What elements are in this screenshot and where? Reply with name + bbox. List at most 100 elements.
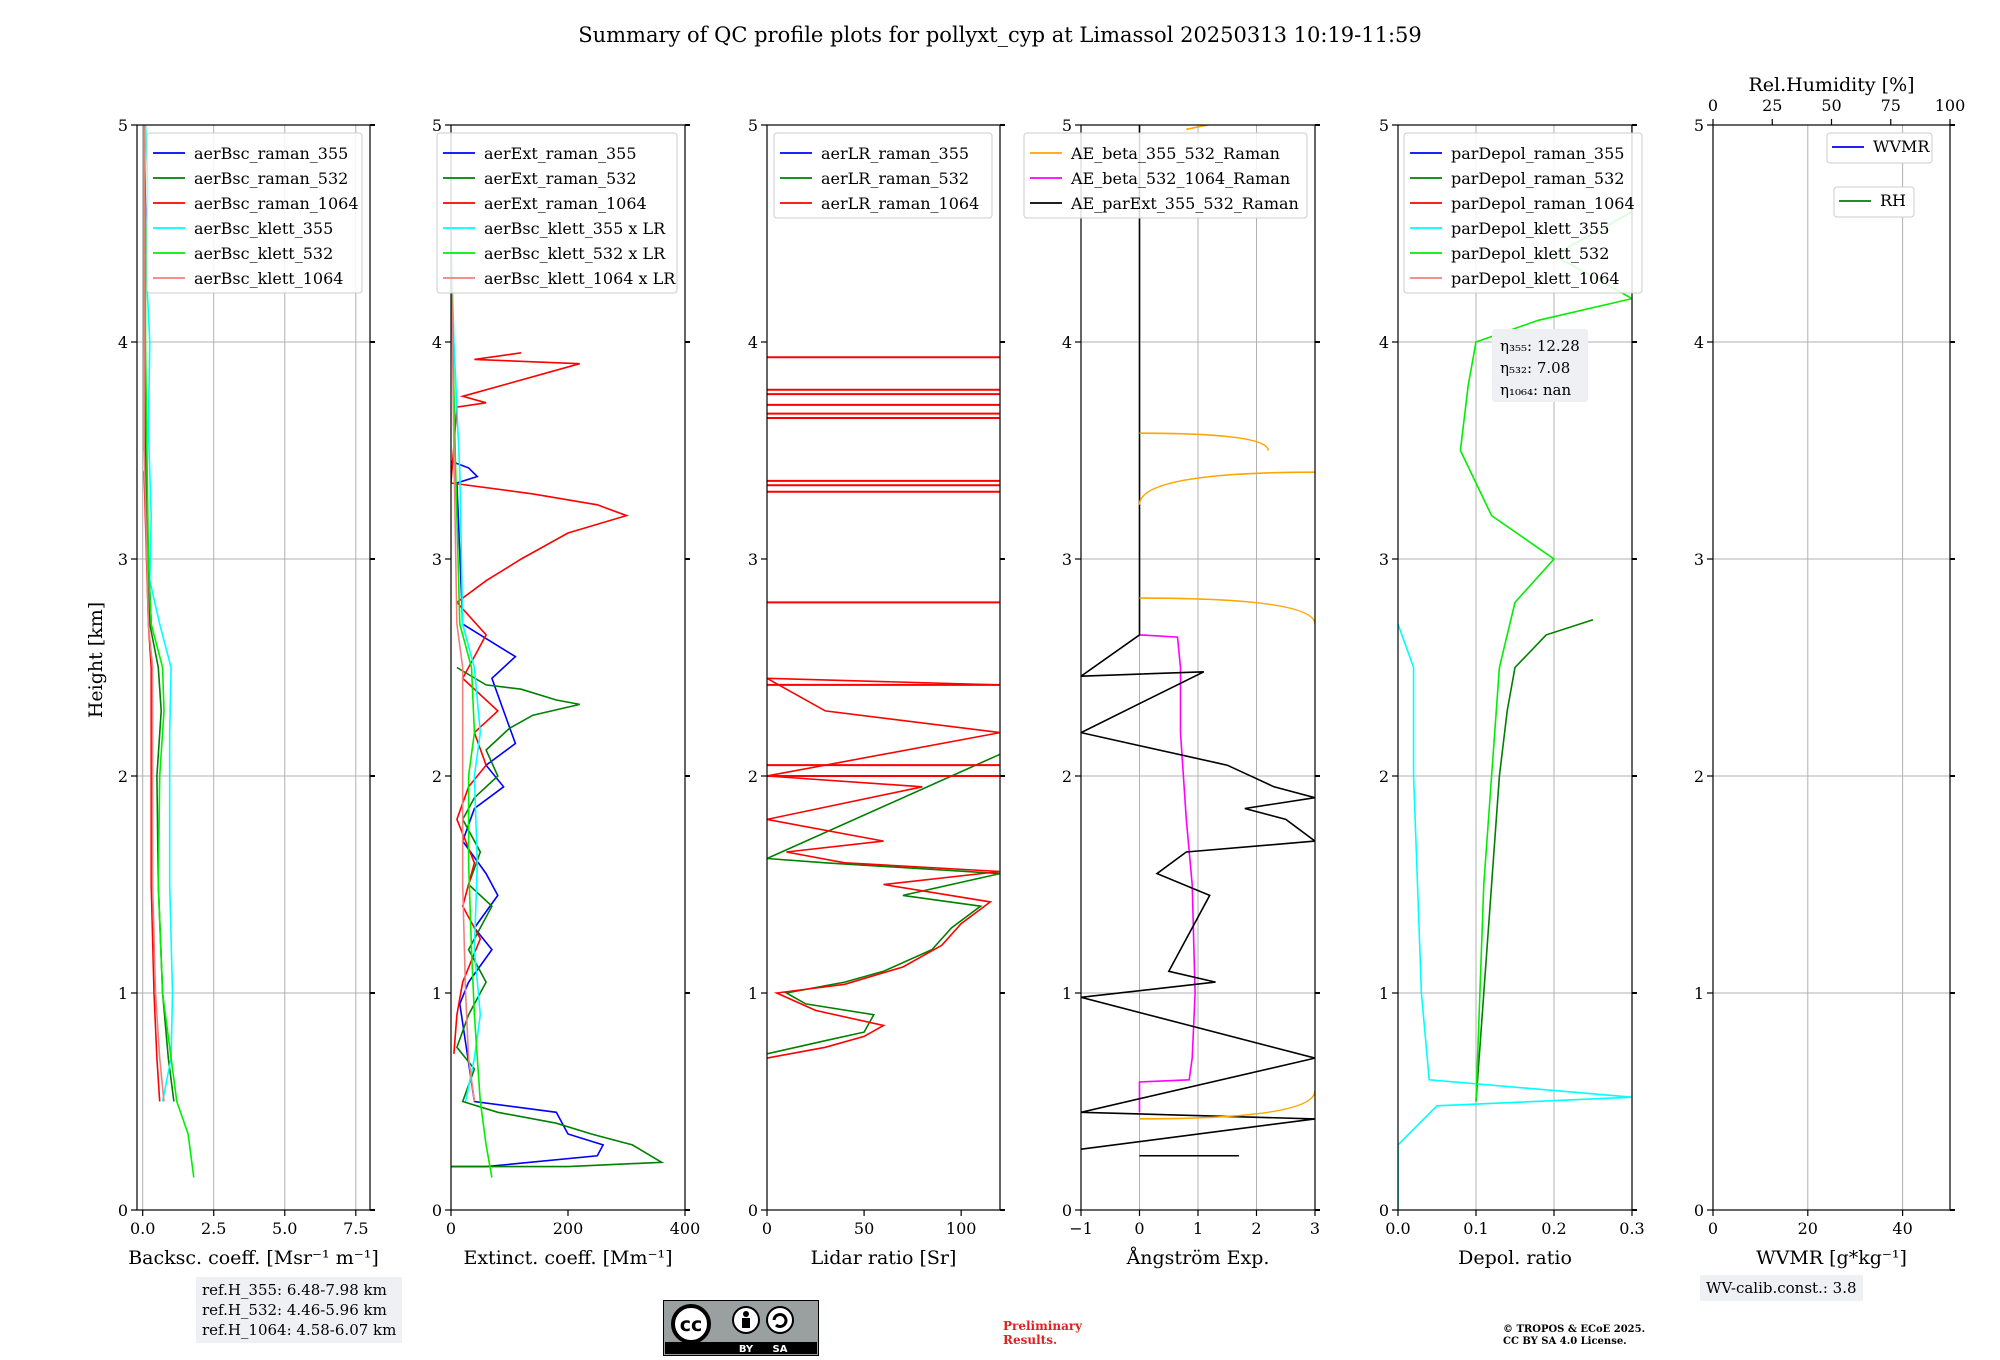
y-tick-label: 3 <box>432 550 442 569</box>
legend-entry: AE_beta_532_1064_Raman <box>1070 169 1290 188</box>
y-tick-label: 0 <box>1062 1201 1072 1220</box>
x-axis-label: Depol. ratio <box>1458 1247 1572 1269</box>
x-tick-label: 0.2 <box>1541 1219 1566 1238</box>
x-tick-label: 0.0 <box>1385 1219 1410 1238</box>
x-axis-label: WVMR [g*kg⁻¹] <box>1756 1247 1907 1269</box>
ref-height-1064: ref.H_1064: 4.58-6.07 km <box>202 1321 397 1339</box>
legend-entry: aerLR_raman_532 <box>821 169 969 188</box>
y-tick-label: 2 <box>1379 767 1389 786</box>
series-aerExt_raman_532 <box>451 666 665 1168</box>
y-tick-label: 2 <box>1062 767 1072 786</box>
x-axis-label: Backsc. coeff. [Msr⁻¹ m⁻¹] <box>128 1247 379 1269</box>
series-AE_beta_355_532_Raman-segment <box>1139 1090 1315 1120</box>
legend-entry: parDepol_klett_355 <box>1451 219 1609 238</box>
wv-calibration-box: WV-calib.const.: 3.8 <box>1700 1275 1863 1301</box>
sa-label: SA <box>773 1344 788 1355</box>
legend-entry: aerLR_raman_1064 <box>821 194 979 213</box>
x-tick-label: 0.1 <box>1463 1219 1488 1238</box>
axes-frame <box>766 124 1001 1211</box>
y-tick-label: 3 <box>1694 550 1704 569</box>
panel-extinction: 0 200 400 0 1 2 3 4 5 Extinct. coeff. [Mm⁻¹] aerEx… <box>432 116 700 1269</box>
series-aerBsc_klett_355 x LR <box>451 233 482 1102</box>
y-tick-label: 0 <box>118 1201 128 1220</box>
series-AE_beta_355_532_Raman-segment <box>1139 432 1269 451</box>
panel-lidar_ratio: 0 50 100 0 1 2 3 4 5 Lidar ratio [Sr] aerLR_raman_… <box>748 116 1005 1269</box>
copyright-note: © TROPOS & ECoE 2025. CC BY SA 4.0 Licen… <box>1503 1324 1645 1348</box>
legend-entry: RH <box>1880 191 1906 210</box>
top-x-tick-label: 75 <box>1881 96 1901 115</box>
series-aerBsc_klett_1064 <box>143 125 165 1102</box>
legend-entry: parDepol_raman_1064 <box>1451 194 1635 213</box>
legend-box <box>1403 132 1643 294</box>
y-tick-label: 0 <box>432 1201 442 1220</box>
y-tick-label: 1 <box>118 984 128 1003</box>
panel-water_vapor: 0 20 40 0 1 2 3 4 5 WVMR [g*kg⁻¹] 0 25 50 75 100 Rel.Hu… <box>1694 74 1965 1269</box>
x-tick-label: 5.0 <box>272 1219 297 1238</box>
y-tick-label: 2 <box>432 767 442 786</box>
y-tick-label: 3 <box>1062 550 1072 569</box>
x-tick-label: 0 <box>446 1219 456 1238</box>
cc-by-sa-badge: cc BY SA <box>663 1300 819 1356</box>
y-tick-label: 5 <box>118 116 128 135</box>
x-tick-label: 0 <box>1708 1219 1718 1238</box>
legend-box <box>773 132 993 219</box>
legend-entry: aerBsc_klett_532 x LR <box>484 244 666 263</box>
y-tick-label: 5 <box>432 116 442 135</box>
series-aerBsc_raman_1064 <box>143 125 161 1102</box>
x-tick-label: 50 <box>854 1219 874 1238</box>
x-tick-label: 20 <box>1798 1219 1818 1238</box>
x-axis-label: Ångström Exp. <box>1126 1247 1270 1269</box>
legend-entry: aerBsc_klett_1064 <box>194 269 343 288</box>
eta-box <box>1492 329 1588 402</box>
x-tick-label: 0.3 <box>1619 1219 1644 1238</box>
copyright-line-2: CC BY SA 4.0 License. <box>1503 1336 1627 1347</box>
legend-entry: AE_parExt_355_532_Raman <box>1070 194 1299 213</box>
y-tick-label: 2 <box>748 767 758 786</box>
legend-box <box>146 132 363 294</box>
x-tick-label: 7.5 <box>343 1219 368 1238</box>
y-tick-label: 4 <box>1694 333 1704 352</box>
axes-frame <box>136 124 371 1211</box>
series-aerBsc_klett_532 <box>143 125 195 1178</box>
series-aerBsc_klett_1064 x LR <box>451 233 476 1102</box>
series-AE_beta_355_532_Raman-segment <box>1139 597 1315 625</box>
y-axis-label: Height [km] <box>85 602 107 718</box>
series-parDepol_klett_355 <box>1398 623 1632 1210</box>
x-tick-label: 100 <box>946 1219 977 1238</box>
legend-entry: aerBsc_klett_1064 x LR <box>484 269 676 288</box>
reference-height-box: ref.H_355: 6.48-7.98 km ref.H_532: 4.46-… <box>196 1277 403 1343</box>
legend-entry: aerBsc_raman_355 <box>194 144 348 163</box>
top-x-tick-label: 0 <box>1708 96 1718 115</box>
legend-entry: aerExt_raman_355 <box>484 144 637 163</box>
y-tick-label: 0 <box>1379 1201 1389 1220</box>
y-tick-label: 4 <box>1379 333 1389 352</box>
legend-box-rh <box>1833 186 1915 218</box>
y-tick-label: 5 <box>1694 116 1704 135</box>
x-tick-label: 0 <box>762 1219 772 1238</box>
series-AE_parExt_355_532_Raman <box>1081 125 1315 1150</box>
axes-frame <box>1397 124 1633 1211</box>
legend-entry: aerBsc_klett_532 <box>194 244 333 263</box>
ref-height-355: ref.H_355: 6.48-7.98 km <box>202 1281 387 1299</box>
copyright-line-1: © TROPOS & ECoE 2025. <box>1503 1324 1646 1335</box>
x-tick-label: 2 <box>1251 1219 1261 1238</box>
y-tick-label: 4 <box>748 333 758 352</box>
legend-entry: AE_beta_355_532_Raman <box>1070 144 1280 163</box>
series-aerBsc_raman_532 <box>143 125 175 1102</box>
legend-entry: parDepol_klett_532 <box>1451 244 1609 263</box>
top-x-tick-label: 50 <box>1821 96 1841 115</box>
x-tick-label: 40 <box>1892 1219 1912 1238</box>
axes-frame <box>1712 124 1951 1211</box>
series-AE_beta_355_532_Raman-segment <box>1138 471 1315 505</box>
legend-box-wvmr <box>1826 132 1933 164</box>
x-tick-label: 1 <box>1193 1219 1203 1238</box>
legend-box <box>1023 132 1308 219</box>
y-tick-label: 4 <box>118 333 128 352</box>
x-tick-label: −1 <box>1069 1219 1093 1238</box>
top-x-tick-label: 100 <box>1935 96 1966 115</box>
series-aerLR_raman_1064 <box>767 677 1000 1059</box>
y-tick-label: 0 <box>1694 1201 1704 1220</box>
figure-title: Summary of QC profile plots for pollyxt_… <box>578 23 1422 47</box>
